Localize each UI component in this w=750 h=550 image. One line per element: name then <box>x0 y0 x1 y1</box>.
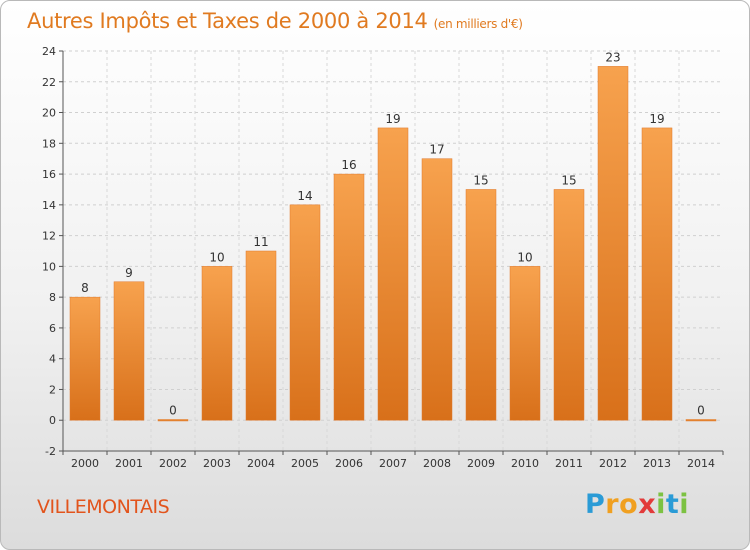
bar-2007 <box>377 127 409 421</box>
bar-2000 <box>69 296 101 421</box>
x-tick-label: 2000 <box>71 457 99 470</box>
logo-letter: t <box>665 489 680 520</box>
y-tick-label: 4 <box>49 353 56 366</box>
bar-2014 <box>685 419 717 422</box>
logo-letter: r <box>605 489 620 520</box>
data-label: 0 <box>169 403 177 417</box>
y-tick-label: 22 <box>42 76 56 89</box>
y-tick-label: 20 <box>42 107 56 120</box>
data-label: 11 <box>253 235 268 249</box>
data-label: 15 <box>561 173 576 187</box>
logo-letter: o <box>619 489 639 520</box>
logo-letter: i <box>679 489 690 520</box>
x-tick-label: 2010 <box>511 457 539 470</box>
bar-2011 <box>553 189 585 421</box>
y-tick-label: 6 <box>49 322 56 335</box>
data-label: 16 <box>341 158 356 172</box>
axes <box>59 50 724 455</box>
data-label: 10 <box>209 250 224 264</box>
x-tick-label: 2009 <box>467 457 495 470</box>
y-tick-label: -2 <box>45 445 56 458</box>
bar-2012 <box>597 66 629 421</box>
bar-2001 <box>113 281 145 421</box>
y-tick-label: 8 <box>49 291 56 304</box>
bars <box>69 66 717 422</box>
y-tick-label: 10 <box>42 260 56 273</box>
bar-2010 <box>509 266 541 421</box>
data-label: 17 <box>429 143 444 157</box>
proxiti-logo: Proxiti <box>585 489 689 520</box>
x-tick-label: 2002 <box>159 457 187 470</box>
x-tick-label: 2012 <box>599 457 627 470</box>
bar-2002 <box>157 419 189 422</box>
y-tick-label: 0 <box>49 414 56 427</box>
data-label: 19 <box>649 112 664 126</box>
bar-2005 <box>289 204 321 421</box>
data-label: 19 <box>385 112 400 126</box>
logo-letter: i <box>656 489 666 520</box>
bar-2008 <box>421 158 453 421</box>
x-tick-label: 2011 <box>555 457 583 470</box>
bar-2006 <box>333 173 365 421</box>
data-label: 14 <box>297 189 312 203</box>
bar-2004 <box>245 250 277 421</box>
y-tick-label: 14 <box>42 199 56 212</box>
x-tick-label: 2003 <box>203 457 231 470</box>
data-label: 9 <box>125 266 133 280</box>
chart-subtitle: (en milliers d'€) <box>433 17 523 31</box>
data-label: 23 <box>605 50 620 64</box>
x-tick-label: 2006 <box>335 457 363 470</box>
commune-name: VILLEMONTAIS <box>37 496 170 518</box>
x-tick-label: 2004 <box>247 457 275 470</box>
data-label: 15 <box>473 173 488 187</box>
x-tick-label: 2007 <box>379 457 407 470</box>
chart-title: Autres Impôts et Taxes de 2000 à 2014 (en… <box>27 9 523 33</box>
logo-letter: P <box>585 489 606 520</box>
x-tick-label: 2005 <box>291 457 319 470</box>
labels: -202468101214161820222482000920010200210… <box>42 45 715 470</box>
y-tick-label: 24 <box>42 45 56 58</box>
x-tick-label: 2001 <box>115 457 143 470</box>
logo-letter: x <box>638 489 657 520</box>
y-tick-label: 16 <box>42 168 56 181</box>
bar-2009 <box>465 189 497 421</box>
bar-2013 <box>641 127 673 421</box>
y-tick-label: 18 <box>42 137 56 150</box>
data-label: 0 <box>697 403 705 417</box>
x-tick-label: 2013 <box>643 457 671 470</box>
bar-2003 <box>201 266 233 421</box>
y-tick-label: 12 <box>42 230 56 243</box>
y-tick-label: 2 <box>49 383 56 396</box>
x-tick-label: 2014 <box>687 457 715 470</box>
data-label: 10 <box>517 250 532 264</box>
data-label: 8 <box>81 281 89 295</box>
x-tick-label: 2008 <box>423 457 451 470</box>
